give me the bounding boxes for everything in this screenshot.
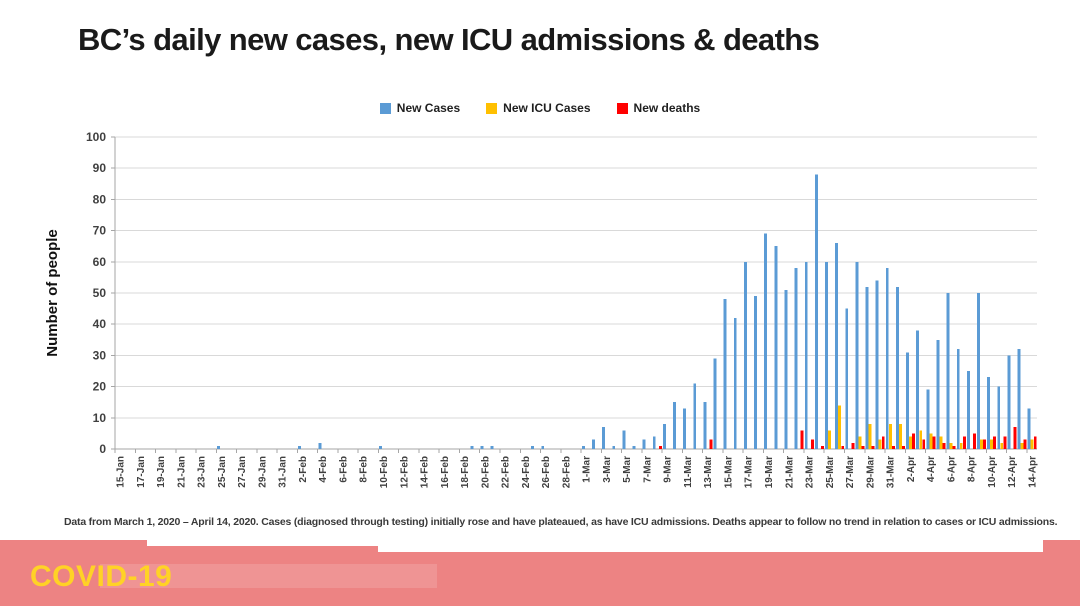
svg-text:90: 90	[93, 161, 107, 175]
svg-text:70: 70	[93, 224, 107, 238]
legend-item-1: New ICU Cases	[486, 101, 591, 115]
gridlines	[115, 136, 1037, 419]
svg-text:29-Jan: 29-Jan	[257, 456, 268, 488]
svg-text:4-Apr: 4-Apr	[926, 456, 937, 482]
svg-text:5-Mar: 5-Mar	[622, 456, 633, 483]
svg-text:20: 20	[93, 380, 107, 394]
svg-text:7-Mar: 7-Mar	[642, 456, 653, 483]
svg-text:8-Feb: 8-Feb	[359, 456, 370, 483]
legend-swatch-icon	[379, 102, 391, 114]
svg-text:50: 50	[93, 286, 107, 300]
svg-text:22-Feb: 22-Feb	[501, 456, 512, 488]
banner-step-mid	[147, 546, 378, 553]
svg-text:25-Jan: 25-Jan	[217, 456, 228, 488]
svg-text:11-Mar: 11-Mar	[683, 456, 694, 488]
svg-text:27-Jan: 27-Jan	[237, 456, 248, 488]
svg-text:2-Apr: 2-Apr	[906, 456, 917, 482]
svg-text:15-Jan: 15-Jan	[116, 456, 127, 488]
svg-text:60: 60	[93, 255, 107, 269]
svg-text:21-Jan: 21-Jan	[176, 456, 187, 488]
svg-text:23-Jan: 23-Jan	[197, 456, 208, 488]
banner-step-left	[0, 540, 147, 553]
svg-text:19-Mar: 19-Mar	[764, 456, 775, 488]
svg-text:12-Feb: 12-Feb	[399, 456, 410, 488]
footnote-caption: Data from March 1, 2020 – April 14, 2020…	[64, 516, 1058, 528]
legend-swatch-icon	[486, 102, 498, 114]
bars	[217, 174, 1037, 449]
svg-text:31-Mar: 31-Mar	[886, 456, 897, 488]
svg-text:9-Mar: 9-Mar	[663, 456, 674, 483]
svg-text:10: 10	[93, 411, 107, 425]
bars-new-cases	[217, 174, 1031, 449]
svg-text:80: 80	[93, 192, 107, 206]
svg-text:0: 0	[99, 442, 106, 456]
svg-text:27-Mar: 27-Mar	[845, 456, 856, 488]
svg-text:18-Feb: 18-Feb	[460, 456, 471, 488]
legend-label: New ICU Cases	[503, 101, 591, 115]
legend-label: New deaths	[633, 101, 701, 115]
banner-step-right	[1043, 540, 1080, 553]
legend-item-0: New Cases	[379, 101, 461, 115]
svg-text:26-Feb: 26-Feb	[541, 456, 552, 488]
legend-item-2: New deaths	[616, 101, 701, 115]
svg-text:10-Feb: 10-Feb	[379, 456, 390, 488]
bar-chart: 0 10 20 30 40 50 60 70 80 90 100 15-Jan 17-Jan 19-Jan…	[44, 130, 1039, 488]
svg-text:19-Jan: 19-Jan	[156, 456, 167, 488]
svg-text:21-Mar: 21-Mar	[784, 456, 795, 488]
svg-text:29-Mar: 29-Mar	[865, 456, 876, 488]
svg-text:30: 30	[93, 348, 107, 362]
svg-text:25-Mar: 25-Mar	[825, 456, 836, 488]
svg-text:23-Mar: 23-Mar	[805, 456, 816, 488]
chart-legend: New Cases New ICU Cases New deaths	[0, 99, 1080, 117]
svg-text:6-Apr: 6-Apr	[946, 456, 957, 482]
svg-text:3-Mar: 3-Mar	[602, 456, 613, 483]
svg-text:14-Feb: 14-Feb	[420, 456, 431, 488]
svg-text:14-Apr: 14-Apr	[1027, 456, 1038, 488]
x-axis-labels: 15-Jan 17-Jan 19-Jan 21-Jan 23-Jan 25-Jan 27-J…	[116, 456, 1039, 488]
banner-main	[0, 552, 1080, 606]
y-axis-title: Number of people	[44, 229, 61, 357]
svg-text:13-Mar: 13-Mar	[703, 456, 714, 488]
svg-text:12-Apr: 12-Apr	[1007, 456, 1018, 488]
y-axis-labels: 0 10 20 30 40 50 60 70 80 90 100	[86, 130, 106, 456]
svg-text:100: 100	[86, 130, 106, 144]
svg-text:28-Feb: 28-Feb	[561, 456, 572, 488]
axes	[111, 136, 1037, 453]
svg-text:24-Feb: 24-Feb	[521, 456, 532, 488]
svg-text:2-Feb: 2-Feb	[298, 456, 309, 483]
covid19-logo: COVID-19	[30, 560, 173, 593]
svg-text:17-Mar: 17-Mar	[744, 456, 755, 488]
svg-text:1-Mar: 1-Mar	[582, 456, 593, 483]
page-title: BC’s daily new cases, new ICU admissions…	[78, 22, 820, 57]
svg-text:40: 40	[93, 317, 107, 331]
svg-text:16-Feb: 16-Feb	[440, 456, 451, 488]
svg-text:15-Mar: 15-Mar	[724, 456, 735, 488]
svg-text:31-Jan: 31-Jan	[278, 456, 289, 488]
bars-new-icu-cases	[828, 405, 1034, 449]
svg-text:20-Feb: 20-Feb	[480, 456, 491, 488]
svg-text:8-Apr: 8-Apr	[967, 456, 978, 482]
legend-swatch-icon	[616, 102, 628, 114]
svg-text:4-Feb: 4-Feb	[318, 456, 329, 483]
svg-text:6-Feb: 6-Feb	[339, 456, 350, 483]
svg-text:10-Apr: 10-Apr	[987, 456, 998, 488]
banner-highlight	[100, 564, 437, 588]
legend-label: New Cases	[396, 101, 461, 115]
bars-new-deaths	[658, 427, 1037, 449]
svg-text:17-Jan: 17-Jan	[136, 456, 147, 488]
